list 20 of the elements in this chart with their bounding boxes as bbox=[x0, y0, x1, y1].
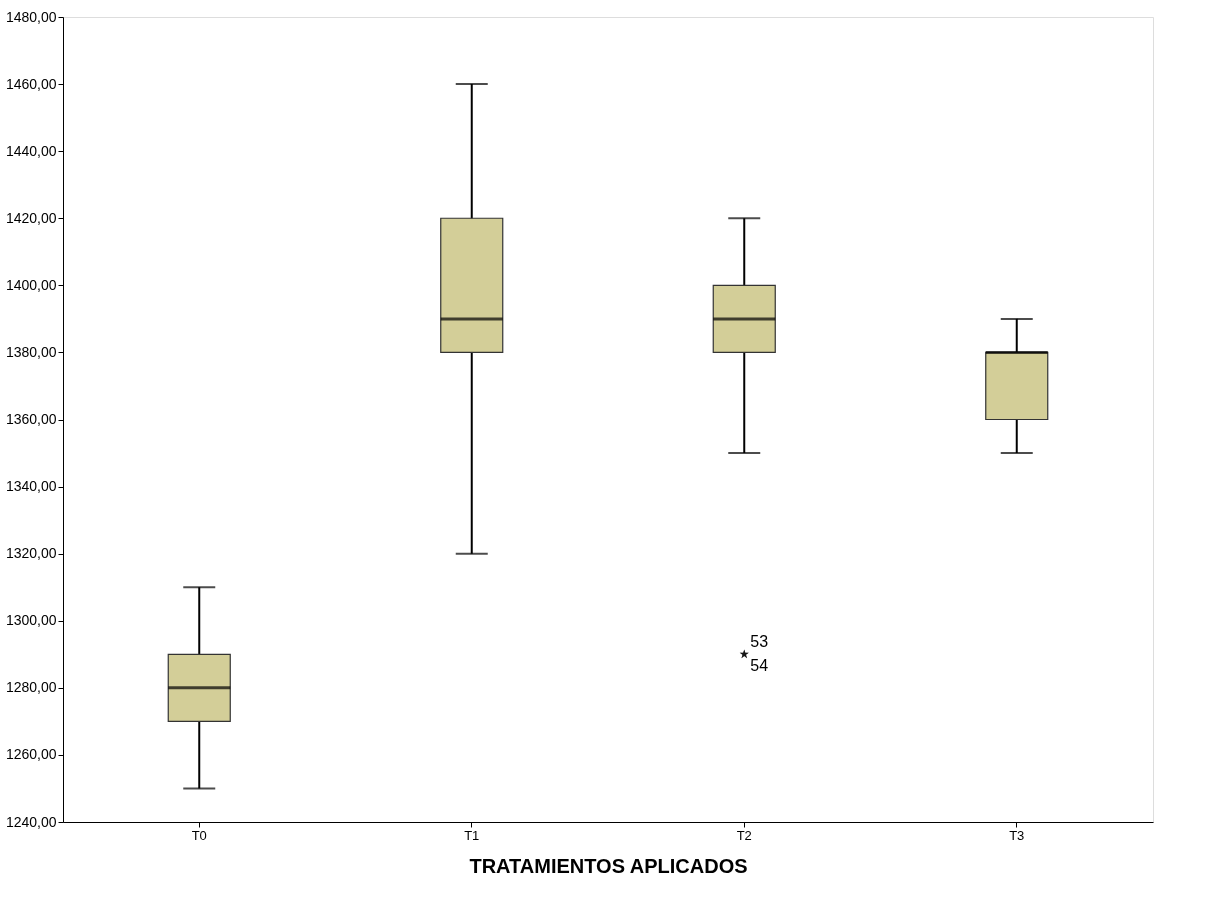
x-tick-label: T2 bbox=[736, 827, 752, 843]
x-axis-title: TRATAMIENTOS APLICADOS bbox=[469, 854, 748, 877]
y-tick-label: 1420,00 bbox=[5, 209, 57, 226]
annotation: 53 bbox=[750, 633, 769, 651]
y-tick-label: 1360,00 bbox=[5, 411, 57, 427]
x-tick-label: T3 bbox=[1009, 827, 1025, 843]
y-tick-label: 1480,00 bbox=[5, 8, 57, 25]
y-tick-label: 1400,00 bbox=[5, 276, 57, 293]
y-tick-label: 1460,00 bbox=[5, 75, 57, 92]
x-tick-label: T1 bbox=[464, 827, 480, 843]
y-tick-label: 1260,00 bbox=[5, 746, 57, 763]
y-tick-label: 1280,00 bbox=[5, 679, 57, 696]
y-tick-label: 1320,00 bbox=[5, 545, 57, 562]
x-tick-label: T0 bbox=[191, 827, 207, 843]
y-tick-label: 1440,00 bbox=[5, 142, 57, 159]
annotation: 54 bbox=[750, 657, 769, 675]
y-tick-label: 1380,00 bbox=[5, 343, 57, 360]
y-tick-label: 1300,00 bbox=[5, 612, 57, 629]
y-tick-label: 1340,00 bbox=[5, 478, 57, 495]
y-tick-label: 1240,00 bbox=[5, 813, 57, 830]
